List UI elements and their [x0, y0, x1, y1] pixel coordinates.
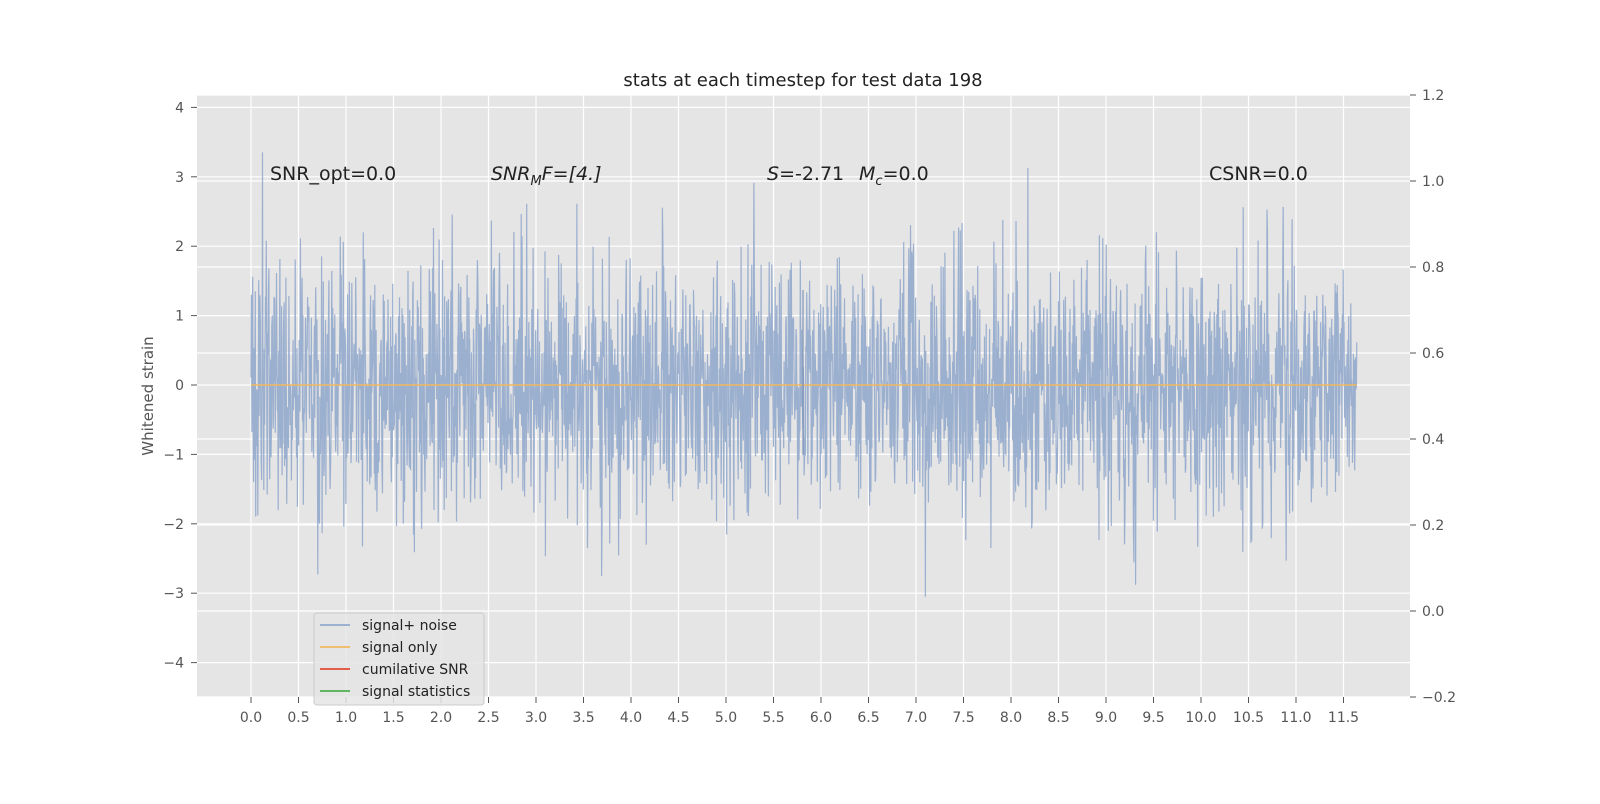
x-tick-label: 9.0 [1095, 710, 1117, 726]
x-tick-label: 3.5 [572, 710, 594, 726]
y2-tick-label: 1.2 [1422, 88, 1444, 104]
x-tick-label: 6.0 [810, 710, 832, 726]
x-tick-label: 4.5 [667, 710, 689, 726]
legend-label-signal-noise: signal+ noise [362, 618, 457, 634]
snr-mf-rest: F=[4.] [542, 163, 602, 185]
annotation-csnr: CSNR=0.0 [1209, 163, 1308, 185]
snr-mf-main: SNR [491, 163, 530, 185]
chart-title: stats at each timestep for test data 198 [623, 70, 982, 91]
y2-tick-label: −0.2 [1422, 690, 1456, 706]
y-tick-label: 2 [175, 239, 184, 255]
y2-tick-label: 0.4 [1422, 432, 1444, 448]
x-tick-label: 11.5 [1328, 710, 1359, 726]
y2-tick-label: 0.8 [1422, 260, 1444, 276]
y2-tick-label: 0.6 [1422, 346, 1444, 362]
annotation-snr-opt: SNR_opt=0.0 [270, 163, 396, 185]
y-tick-label: 3 [175, 170, 184, 186]
y-tick-label: −2 [163, 517, 184, 533]
x-axis: 0.0 0.5 1.0 1.5 2.0 2.5 3.0 3.5 4.0 4.5 5.0 5.5 6.0 6… [240, 697, 1359, 726]
x-tick-label: 2.0 [430, 710, 452, 726]
mc-main: M [859, 163, 875, 185]
annotation-s: S=-2.71 [767, 163, 844, 185]
x-tick-label: 11.0 [1280, 710, 1311, 726]
x-tick-label: 6.5 [857, 710, 879, 726]
x-tick-label: 1.0 [335, 710, 357, 726]
y2-tick-label: 1.0 [1422, 174, 1444, 190]
mc-rest: =0.0 [883, 163, 929, 185]
legend-label-cumilative-snr: cumilative SNR [362, 662, 469, 678]
legend-label-signal-statistics: signal statistics [362, 684, 470, 700]
legend-label-signal-only: signal only [362, 640, 437, 656]
y2-tick-label: 0.0 [1422, 604, 1444, 620]
snr-mf-sub: M [530, 174, 541, 189]
x-tick-label: 7.0 [905, 710, 927, 726]
x-tick-label: 7.5 [952, 710, 974, 726]
y-tick-label: 0 [175, 378, 184, 394]
s-rest: =-2.71 [779, 163, 844, 185]
y-tick-label: −4 [163, 656, 184, 672]
x-tick-label: 3.0 [525, 710, 547, 726]
y2-tick-label: 0.2 [1422, 518, 1444, 534]
annotation-snr-mf: SNRMF=[4.] [491, 163, 602, 189]
signal-noise-line [250, 152, 1358, 597]
x-tick-label: 1.5 [382, 710, 404, 726]
x-tick-label: 2.5 [477, 710, 499, 726]
x-tick-label: 0.0 [240, 710, 262, 726]
x-tick-label: 10.5 [1233, 710, 1264, 726]
y-tick-label: −3 [163, 586, 184, 602]
x-tick-label: 5.5 [762, 710, 784, 726]
legend: signal+ noise signal only cumilative SNR… [313, 612, 485, 706]
series-signal-noise [250, 152, 1358, 597]
x-tick-label: 8.5 [1047, 710, 1069, 726]
x-tick-label: 10.0 [1185, 710, 1216, 726]
mc-sub: c [875, 174, 882, 189]
y-tick-label: 4 [175, 100, 184, 116]
y-axis-left: 4 3 2 1 0 −1 −2 −3 −4 [163, 100, 197, 672]
s-main: S [767, 163, 779, 185]
y-tick-label: −1 [163, 447, 184, 463]
y-tick-label: 1 [175, 309, 184, 325]
x-tick-label: 5.0 [715, 710, 737, 726]
annotation-mc: Mc=0.0 [859, 163, 929, 189]
x-tick-label: 9.5 [1142, 710, 1164, 726]
x-tick-label: 4.0 [620, 710, 642, 726]
y-axis-label: Whitened strain [139, 336, 157, 455]
x-tick-label: 0.5 [287, 710, 309, 726]
x-tick-label: 8.0 [1000, 710, 1022, 726]
y-axis-right: 1.2 1.0 0.8 0.6 0.4 0.2 0.0 −0.2 [1410, 88, 1456, 706]
